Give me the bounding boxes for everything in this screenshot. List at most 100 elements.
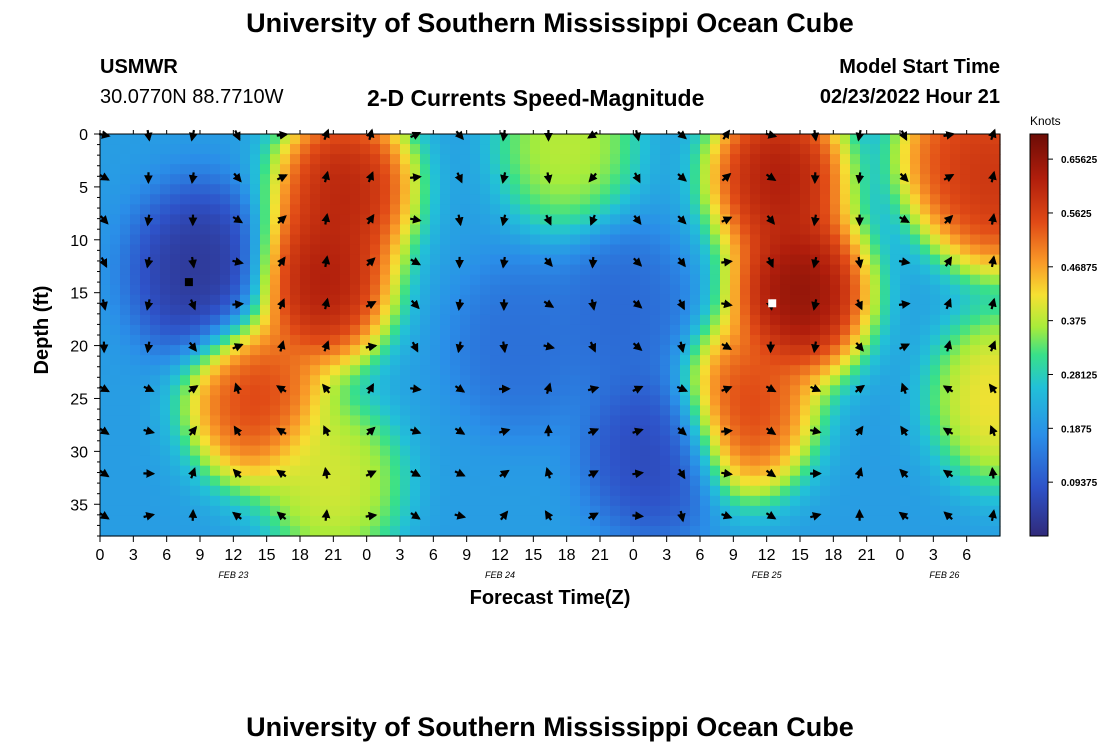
heat-cell: [600, 264, 611, 276]
heat-cell: [390, 505, 401, 517]
heat-cell: [960, 475, 971, 487]
heat-cell: [510, 214, 521, 226]
heat-cell: [910, 324, 921, 336]
current-vector: [99, 426, 110, 435]
heat-cell: [400, 485, 411, 497]
heat-cell: [790, 445, 801, 457]
heat-cell: [110, 375, 121, 386]
heat-cell: [760, 184, 771, 195]
heat-cell: [930, 194, 941, 205]
heat-cell: [340, 435, 351, 447]
heat-cell: [190, 284, 201, 296]
heat-cell: [680, 244, 691, 256]
heat-cell: [180, 164, 191, 175]
heat-cell: [890, 314, 901, 326]
heat-cell: [530, 495, 541, 507]
heat-cell: [790, 174, 801, 185]
heat-cell: [340, 204, 351, 215]
heat-cell: [360, 164, 371, 175]
heat-cell: [130, 234, 141, 246]
heat-cell: [570, 134, 581, 145]
heat-cell: [960, 184, 971, 195]
heat-cell: [290, 284, 301, 296]
heat-cell: [360, 415, 371, 427]
heat-cell: [510, 324, 521, 336]
heat-cell: [630, 405, 641, 416]
current-vector: [854, 342, 864, 352]
heat-cell: [210, 485, 221, 497]
heat-cell: [670, 515, 681, 527]
heat-cell: [540, 204, 551, 215]
heat-cell: [570, 224, 581, 236]
current-vector: [143, 384, 155, 393]
heat-cell: [980, 405, 991, 416]
heat-cell: [480, 164, 491, 175]
current-vector: [454, 172, 463, 184]
heat-cell: [310, 495, 321, 507]
heat-cell: [730, 505, 741, 517]
heat-cell: [540, 314, 551, 326]
heat-cell: [370, 515, 381, 527]
heat-cell: [170, 395, 181, 406]
heat-cell: [220, 204, 231, 215]
heat-cell: [290, 134, 301, 145]
heat-cell: [220, 294, 231, 306]
heat-cell: [150, 465, 161, 477]
heat-cell: [750, 184, 761, 195]
heat-cell: [850, 324, 861, 336]
heat-cell: [690, 164, 701, 175]
heat-cell: [630, 144, 641, 155]
heat-cell: [340, 505, 351, 517]
heat-cell: [610, 154, 621, 165]
heat-cell: [660, 264, 671, 276]
heat-cell: [530, 395, 541, 406]
heat-cell: [820, 194, 831, 205]
heat-cell: [130, 224, 141, 236]
heat-cell: [400, 174, 411, 185]
heat-cell: [450, 345, 461, 356]
heat-cell: [790, 324, 801, 336]
heat-cell: [330, 144, 341, 155]
current-vector: [455, 341, 465, 354]
heat-cell: [200, 475, 211, 487]
heat-cell: [990, 375, 1001, 386]
heat-cell: [930, 435, 941, 447]
heat-cell: [150, 355, 161, 366]
heat-cell: [570, 144, 581, 155]
heat-cell: [830, 254, 841, 266]
heat-cell: [650, 485, 661, 497]
heat-cell: [580, 204, 591, 215]
heat-cell: [340, 224, 351, 236]
heat-cell: [500, 525, 511, 537]
heat-cell: [450, 425, 461, 437]
heat-cell: [670, 284, 681, 296]
heat-cell: [380, 465, 391, 477]
heat-cell: [350, 244, 361, 256]
heat-cell: [330, 194, 341, 205]
heat-cell: [150, 495, 161, 507]
heat-cell: [850, 174, 861, 185]
heat-cell: [390, 164, 401, 175]
heat-cell: [700, 194, 711, 205]
heat-cell: [780, 244, 791, 256]
heat-cell: [120, 335, 131, 346]
heat-cell: [180, 435, 191, 447]
heat-cell: [120, 455, 131, 467]
heat-cell: [890, 184, 901, 195]
heat-cell: [950, 515, 961, 527]
y-tick-label: 35: [70, 497, 88, 514]
heat-cell: [240, 244, 251, 256]
heat-cell: [510, 365, 521, 376]
heat-cell: [710, 274, 721, 286]
heat-cell: [490, 164, 501, 175]
heat-cell: [710, 355, 721, 366]
heat-cell: [470, 405, 481, 416]
heat-cell: [930, 264, 941, 276]
heat-cell: [460, 174, 471, 185]
heat-cell: [710, 234, 721, 246]
heat-cell: [180, 154, 191, 165]
heat-cell: [140, 505, 151, 517]
heat-cell: [650, 525, 661, 537]
heat-cell: [920, 304, 931, 316]
heat-cell: [170, 385, 181, 396]
